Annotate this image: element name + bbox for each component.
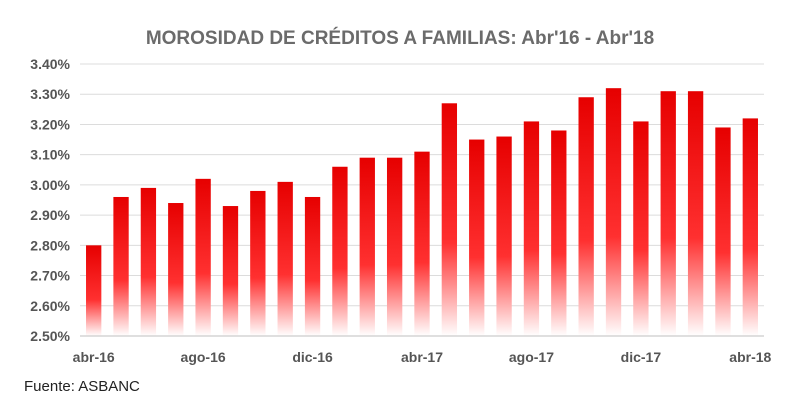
bar xyxy=(86,245,102,336)
y-tick-label: 2.80% xyxy=(30,237,70,253)
bar xyxy=(250,190,266,336)
bar xyxy=(496,136,512,336)
bar xyxy=(469,139,485,336)
y-tick-label: 3.30% xyxy=(30,86,70,102)
y-tick-label: 2.60% xyxy=(30,298,70,314)
bar xyxy=(633,121,649,336)
bar xyxy=(304,196,321,336)
x-tick-label: ago-16 xyxy=(181,349,226,365)
bar xyxy=(332,166,348,336)
y-tick-label: 2.50% xyxy=(30,328,70,344)
bar xyxy=(605,88,622,336)
bar xyxy=(113,196,129,336)
bar xyxy=(578,97,594,336)
chart-title: MOROSIDAD DE CRÉDITOS A FAMILIAS: Abr'16… xyxy=(146,27,654,49)
x-tick-label: dic-17 xyxy=(621,349,662,365)
y-tick-label: 2.70% xyxy=(30,268,70,284)
x-tick-label: abr-16 xyxy=(73,349,115,365)
bar xyxy=(359,157,375,336)
y-tick-label: 3.40% xyxy=(30,56,70,72)
x-tick-label: abr-18 xyxy=(729,349,771,365)
y-tick-label: 2.90% xyxy=(30,207,70,223)
bar xyxy=(441,103,458,337)
x-tick-label: abr-17 xyxy=(401,349,443,365)
bar xyxy=(195,178,211,336)
bar xyxy=(551,130,567,336)
source-note: Fuente: ASBANC xyxy=(24,378,140,395)
bar xyxy=(660,91,676,336)
bar xyxy=(386,157,403,336)
bar xyxy=(414,151,430,336)
x-tick-label: ago-17 xyxy=(509,349,554,365)
x-axis-ticks: abr-16 ago-16 dic-16 abr-17 ago-17 dic-17 abr-… xyxy=(73,349,772,365)
y-tick-label: 3.00% xyxy=(30,177,70,193)
bar xyxy=(168,203,184,336)
y-axis-ticks: 2.50% 2.60% 2.70% 2.80% 2.90% 3.00% 3.10% 3.20%… xyxy=(30,56,70,344)
bar xyxy=(222,206,239,336)
bar xyxy=(687,91,704,336)
y-tick-label: 3.10% xyxy=(30,147,70,163)
y-tick-label: 3.20% xyxy=(30,116,70,132)
bars xyxy=(86,88,758,337)
bar xyxy=(742,118,758,337)
x-tick-label: dic-16 xyxy=(292,349,333,365)
bar xyxy=(140,187,157,336)
bar xyxy=(523,121,540,336)
bar xyxy=(715,127,731,336)
bar xyxy=(277,181,293,336)
